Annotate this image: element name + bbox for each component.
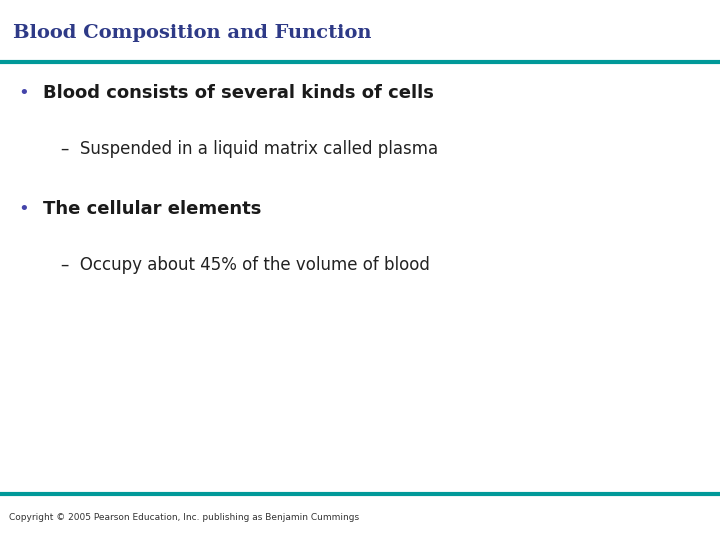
Text: Blood consists of several kinds of cells: Blood consists of several kinds of cells [43,84,434,102]
Text: –  Occupy about 45% of the volume of blood: – Occupy about 45% of the volume of bloo… [61,256,430,274]
Text: –  Suspended in a liquid matrix called plasma: – Suspended in a liquid matrix called pl… [61,140,438,158]
Text: Blood Composition and Function: Blood Composition and Function [13,24,372,42]
Text: •: • [18,200,29,218]
Text: The cellular elements: The cellular elements [43,200,261,218]
Text: •: • [18,84,29,102]
Text: Copyright © 2005 Pearson Education, Inc. publishing as Benjamin Cummings: Copyright © 2005 Pearson Education, Inc.… [9,513,359,522]
